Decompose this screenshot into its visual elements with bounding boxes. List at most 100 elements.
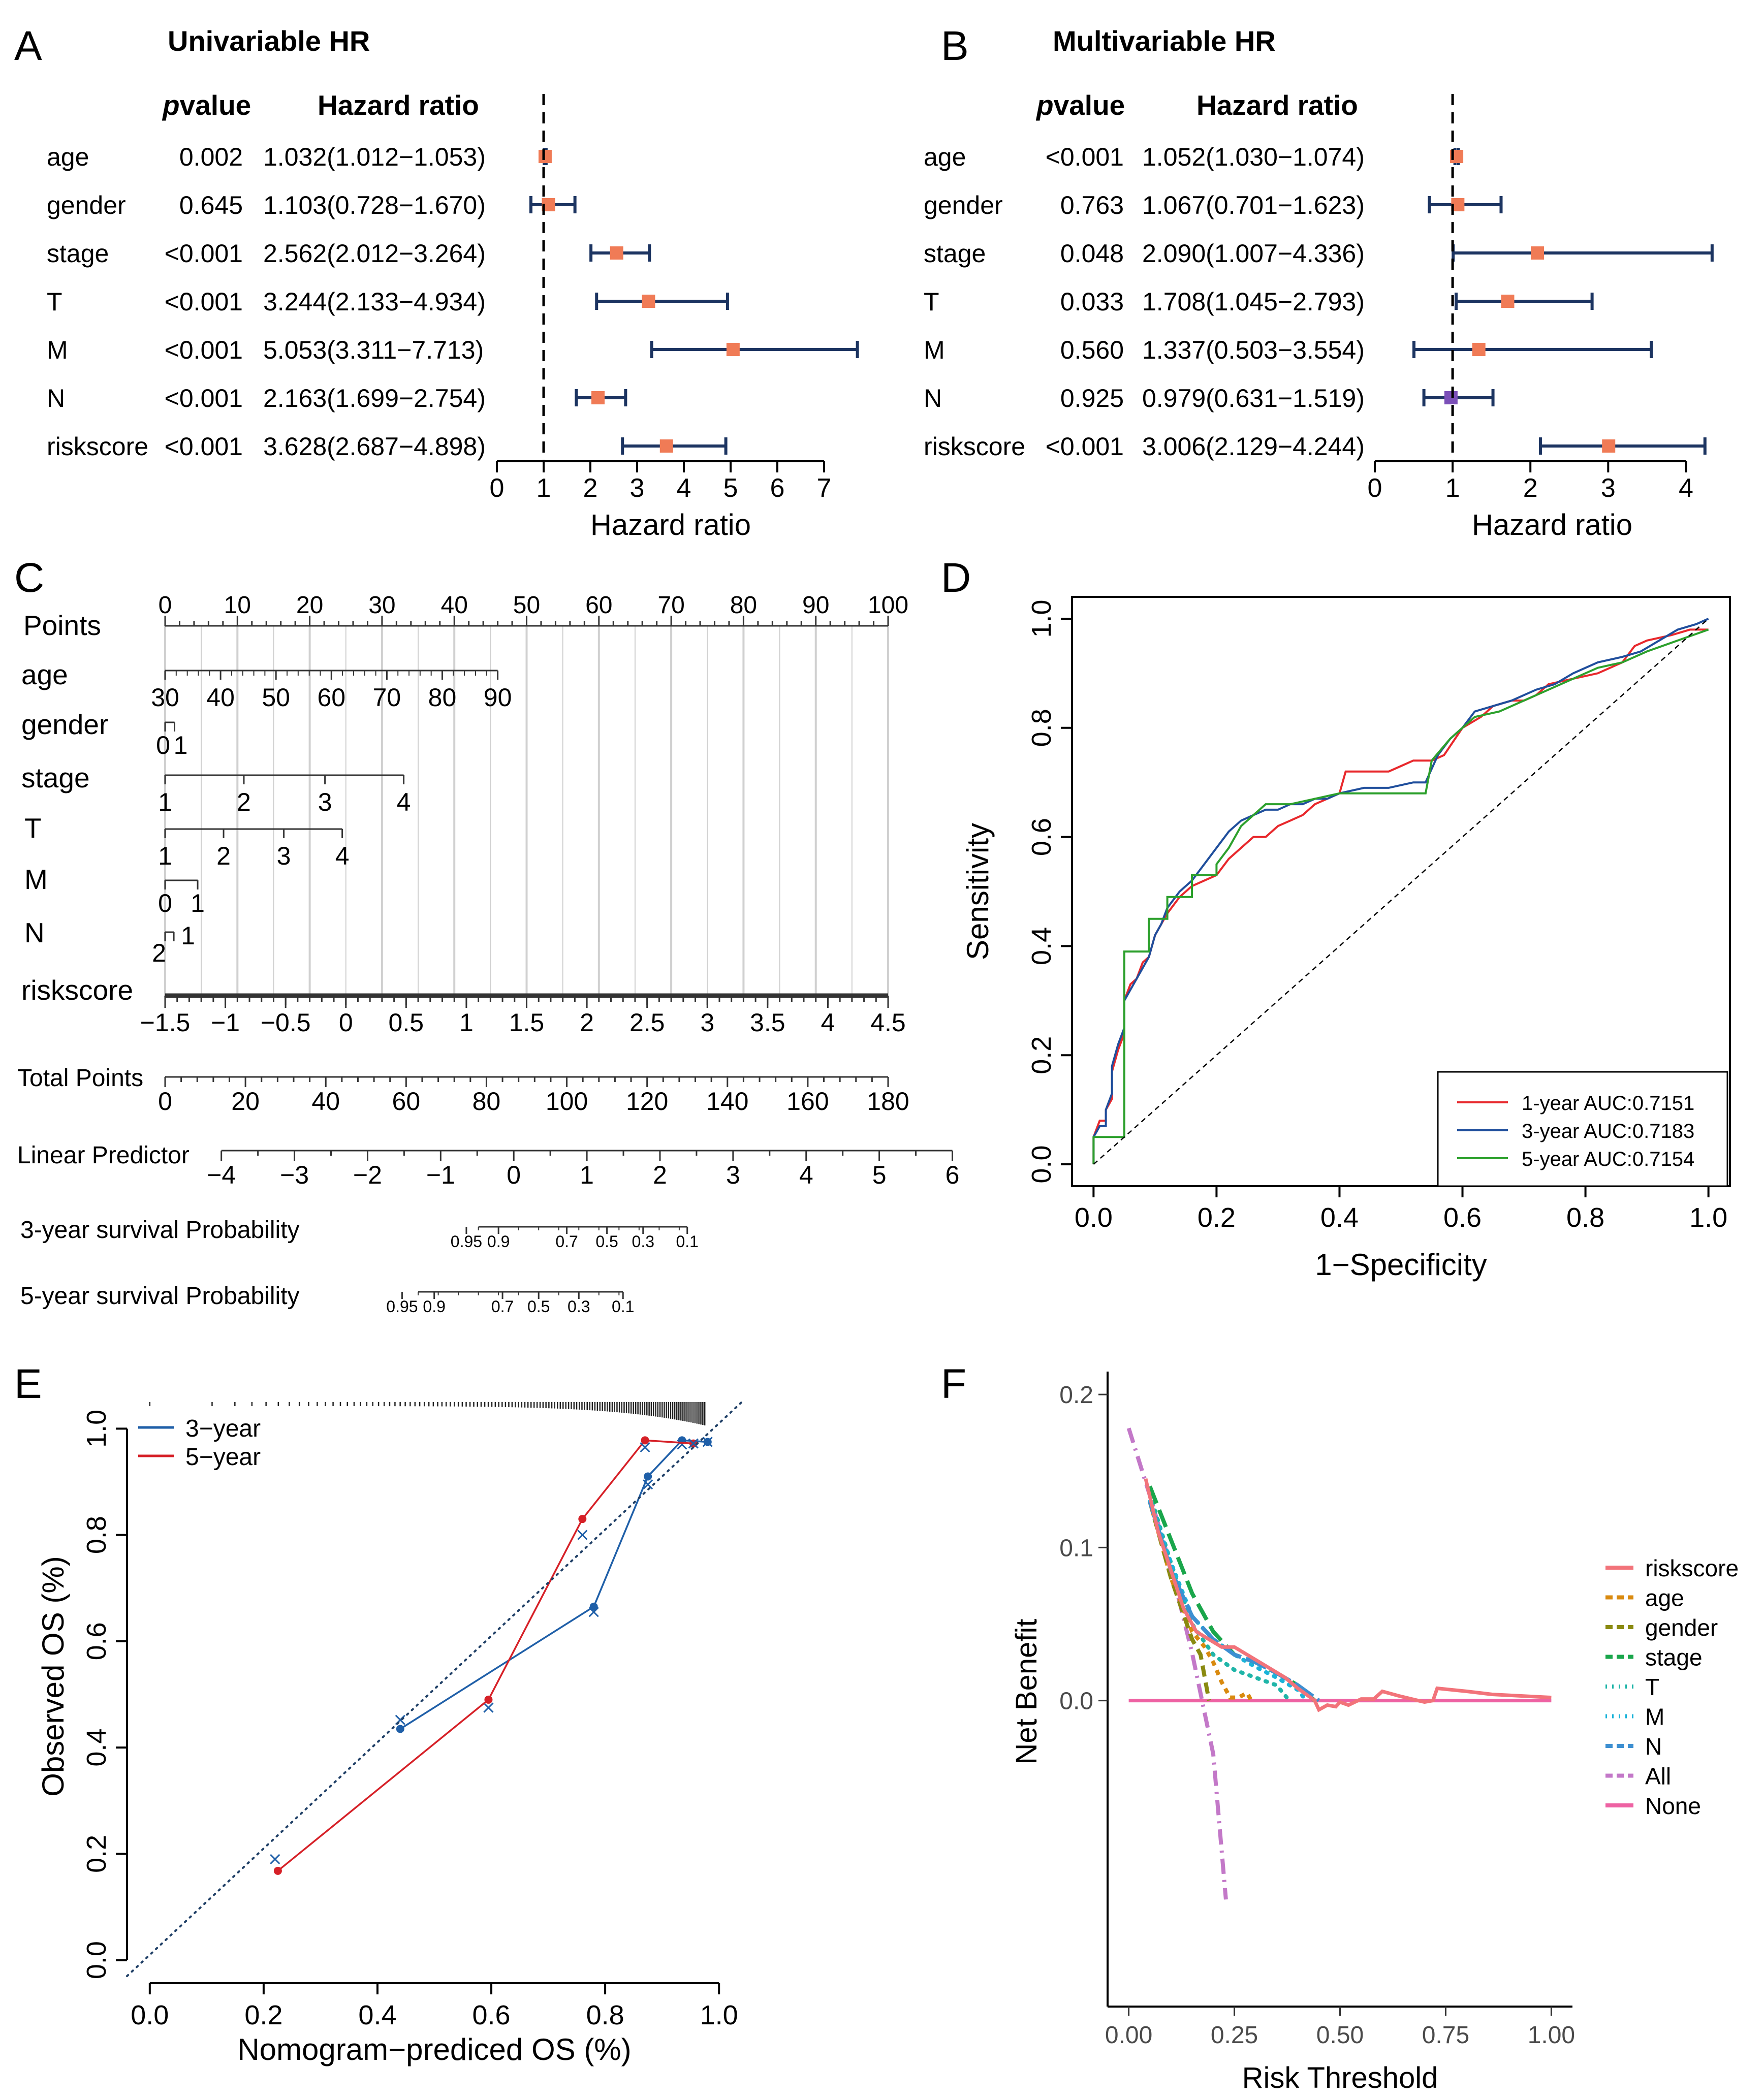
legend: riskscore age gender stage TMN All None [1605,1555,1739,1819]
x-tick-label: 3 [630,473,645,503]
nomogram-tick-label: 1 [174,731,188,759]
hr-point-riskscore [1602,439,1616,453]
row-hr-t: 1.708(1.045−2.793) [1142,288,1365,316]
nomogram-tick-label: 0 [158,889,172,917]
nomogram-tick-label: 4 [397,788,411,816]
x-tick-label: 0.8 [586,2000,624,2030]
total-points-tick-label: 120 [626,1087,668,1116]
x-tick-label: 1.00 [1528,2022,1575,2049]
dca-line-riskscore [1144,1478,1552,1712]
x-axis-label: 1−Specificity [1315,1248,1487,1282]
points-tick-label: 20 [296,592,323,619]
legend-label: gender [1645,1614,1718,1641]
nomogram-tick-label: 4.5 [870,1008,906,1037]
y-tick-label: 0.6 [1026,818,1057,856]
ideal-line [126,1401,743,1977]
hr-point-t [1501,295,1515,308]
row-pvalue-stage: <0.001 [165,239,243,268]
x-tick-label: 0 [1368,473,1382,503]
row-pvalue-stage: 0.048 [1060,239,1124,268]
nomogram-tick-label: 80 [428,683,457,712]
survival-tick-label: 0.7 [555,1232,578,1251]
legend-label: None [1645,1793,1701,1819]
calibration-cross [483,1702,494,1713]
row-hr-gender: 1.103(0.728−1.670) [263,191,486,219]
total-points-tick-label: 140 [706,1087,748,1116]
points-tick-label: 30 [368,592,395,619]
row-pvalue-m: <0.001 [165,336,243,364]
x-tick-label: 0.2 [244,2000,282,2030]
x-tick-label: 2 [583,473,598,503]
panel-a-title: Univariable HR [168,25,370,57]
y-axis-label: Observed OS (%) [36,1556,70,1796]
plot-frame [1071,596,1731,1187]
calibration-cross [270,1854,280,1864]
total-points-tick-label: 20 [231,1087,260,1116]
points-tick-label: 100 [868,592,908,619]
row-label-m: M [47,336,68,364]
linear-predictor-tick-label: −3 [280,1161,309,1189]
survival-tick-label: 0.1 [676,1232,698,1251]
calibration-cross [677,1439,687,1450]
total-points-label: Total Points [17,1065,143,1092]
y-tick-label: 0.8 [1026,709,1057,747]
total-points-tick-label: 80 [472,1087,501,1116]
x-tick-label: 0.25 [1211,2022,1258,2049]
x-tick-label: 0.8 [1566,1202,1604,1233]
survival-tick-label: 0.95 [451,1232,482,1251]
nomogram-tick-label: 40 [206,683,235,712]
row-label-gender: gender [47,191,126,219]
row-pvalue-gender: 0.763 [1060,191,1124,219]
nomogram-tick-label: 2 [152,939,166,967]
y-tick-label: 0.2 [1059,1382,1093,1409]
nomogram-label-riskscore: riskscore [21,974,133,1006]
roc-line-5-year-auc-0-7154 [1092,628,1709,1164]
nomogram-label-t: T [24,812,42,844]
nomogram-tick-label: 1 [158,788,172,816]
x-tick-label: 0.6 [472,2000,510,2030]
panel-letter-e: E [14,1361,42,1407]
linear-predictor-tick-label: 2 [653,1161,667,1189]
row-hr-n: 2.163(1.699−2.754) [263,384,486,412]
points-tick-label: 10 [224,592,251,619]
x-tick-label: 0 [490,473,505,503]
points-tick-label: 60 [585,592,612,619]
nomogram-tick-label: 2 [580,1008,594,1037]
calibration-point [641,1436,649,1445]
calibration-cross [588,1607,599,1617]
calibration-point [578,1515,587,1523]
calibration-point [484,1695,493,1704]
y-tick-label: 0.0 [81,1941,112,1979]
panel-b-col-hr: Hazard ratio [1196,89,1358,121]
x-tick-label: 0.4 [1320,1202,1359,1233]
dca-line-n [1148,1501,1320,1702]
legend-label: All [1645,1763,1671,1790]
row-label-stage: stage [47,239,109,268]
legend-label: 5−year [185,1444,261,1471]
points-label: Points [23,610,101,641]
hr-point-stage [1530,246,1544,260]
survival-tick-label: 0.7 [491,1297,514,1316]
nomogram-label-stage: stage [21,762,90,793]
survival-label-5-year: 5-year survival Probability [20,1283,300,1310]
legend-label: 3−year [185,1415,261,1442]
hr-point-stage [610,246,623,260]
survival-tick-label: 0.95 [386,1297,418,1316]
panel-letter-a: A [14,23,42,69]
row-hr-age: 1.052(1.030−1.074) [1142,143,1365,171]
row-label-age: age [47,143,89,171]
x-tick-label: 4 [677,473,691,503]
row-hr-m: 5.053(3.311−7.713) [263,336,484,364]
row-label-riskscore: riskscore [924,432,1025,461]
nomogram-label-age: age [21,659,68,690]
legend-label: stage [1645,1644,1703,1671]
total-points-tick-label: 180 [867,1087,909,1116]
calibration-line-3-year [399,1439,708,1730]
points-tick-label: 80 [730,592,757,619]
legend-label: riskscore [1645,1555,1739,1581]
nomogram-tick-label: 90 [484,683,512,712]
dca-line-t [1148,1492,1292,1703]
x-tick-label: 1.0 [1689,1202,1727,1233]
nomogram-tick-label: 60 [317,683,345,712]
